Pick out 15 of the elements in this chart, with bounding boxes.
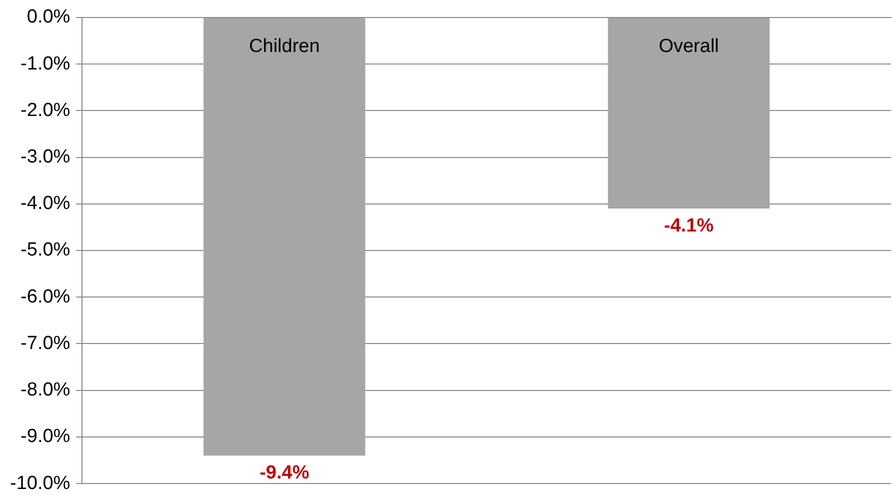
data-label: -9.4% (260, 462, 310, 484)
data-label: -4.1% (664, 215, 714, 236)
y-tick-label: -2.0% (20, 100, 70, 121)
y-tick-label: -8.0% (20, 380, 70, 401)
x-tick-label: Children (249, 36, 320, 58)
y-tick-label: -10.0% (10, 472, 70, 494)
y-tick-label: -4.0% (20, 193, 70, 214)
x-tick-label: Overall (658, 36, 719, 58)
y-tick-label: -5.0% (20, 240, 70, 261)
y-tick-label: -7.0% (20, 332, 70, 354)
y-tick-label: -9.0% (20, 426, 70, 448)
y-tick-label: 0.0% (26, 6, 70, 28)
y-tick-label: -6.0% (20, 286, 70, 308)
y-tick-label: -1.0% (20, 53, 70, 74)
y-tick-label: -3.0% (20, 146, 70, 168)
